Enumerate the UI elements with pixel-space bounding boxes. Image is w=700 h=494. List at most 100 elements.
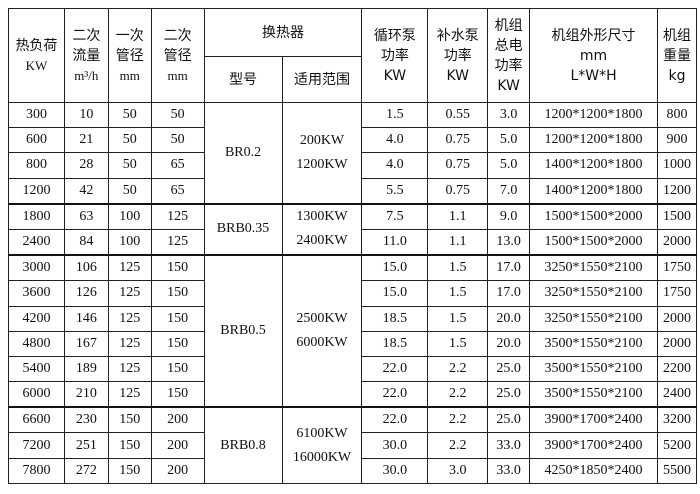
- cell-heat-load: 1800: [8, 202, 65, 230]
- cell-dimensions: 3500*1550*2100: [529, 330, 658, 357]
- cell-secondary-flow: 210: [63, 381, 109, 408]
- cell-total-power: 13.0: [487, 228, 531, 256]
- cell-makeup-pump: 1.1: [427, 228, 489, 256]
- cell-weight: 1500: [656, 202, 698, 230]
- table-row: 4800 167 125 150 18.5 1.5 20.0 3500*1550*2100 20…: [8, 330, 698, 357]
- cell-makeup-pump: 0.75: [427, 127, 489, 154]
- cell-weight: 2000: [656, 228, 698, 256]
- header-makeup-pump: 补水泵 功率 KW: [427, 8, 489, 103]
- cell-dimensions: 3250*1550*2100: [529, 254, 658, 282]
- cell-primary-pipe: 125: [107, 330, 152, 357]
- cell-total-power: 7.0: [487, 177, 531, 205]
- header-circ-pump: 循环泵 功率 KW: [361, 8, 429, 103]
- cell-heat-load: 3600: [8, 280, 65, 307]
- cell-exchanger-range: 200KW 1200KW: [281, 101, 363, 205]
- range-value: 16000KW: [292, 449, 352, 465]
- table-row: 4200 146 125 150 18.5 1.5 20.0 3250*1550*2100 20…: [8, 305, 698, 332]
- cell-heat-load: 6000: [8, 381, 65, 408]
- cell-primary-pipe: 125: [107, 355, 152, 383]
- cell-makeup-pump: 1.5: [427, 254, 489, 282]
- cell-heat-load: 2400: [8, 228, 65, 256]
- cell-secondary-flow: 126: [63, 280, 109, 307]
- header-secondary-pipe: 二次 管径 mm: [150, 8, 205, 103]
- cell-makeup-pump: 1.5: [427, 305, 489, 332]
- cell-heat-load: 300: [8, 101, 65, 129]
- cell-secondary-pipe: 150: [150, 330, 205, 357]
- cell-secondary-pipe: 150: [150, 254, 205, 282]
- cell-primary-pipe: 150: [107, 432, 152, 459]
- cell-weight: 2400: [656, 381, 698, 408]
- cell-circ-pump: 22.0: [361, 406, 429, 434]
- cell-secondary-pipe: 50: [150, 127, 205, 154]
- header-range: 适用范围: [281, 56, 363, 103]
- cell-dimensions: 1200*1200*1800: [529, 127, 658, 154]
- cell-secondary-pipe: 200: [150, 406, 205, 434]
- cell-exchanger-model: BRB0.35: [203, 202, 283, 256]
- cell-secondary-flow: 189: [63, 355, 109, 383]
- cell-exchanger-model: BRB0.8: [203, 406, 283, 484]
- header-primary-pipe: 一次 管径 mm: [107, 8, 152, 103]
- cell-secondary-flow: 106: [63, 254, 109, 282]
- cell-primary-pipe: 100: [107, 202, 152, 230]
- table-row: 600 21 50 50 4.0 0.75 5.0 1200*1200*1800 900: [8, 127, 698, 154]
- cell-circ-pump: 18.5: [361, 305, 429, 332]
- cell-weight: 2000: [656, 305, 698, 332]
- cell-secondary-pipe: 65: [150, 177, 205, 205]
- cell-makeup-pump: 2.2: [427, 381, 489, 408]
- cell-circ-pump: 1.5: [361, 101, 429, 129]
- table-row: 3000 106 125 150 BRB0.5 2500KW 6000KW 15.0 1.5 17…: [8, 254, 698, 408]
- cell-secondary-flow: 167: [63, 330, 109, 357]
- cell-secondary-flow: 21: [63, 127, 109, 154]
- cell-makeup-pump: 2.2: [427, 355, 489, 383]
- cell-secondary-pipe: 150: [150, 280, 205, 307]
- cell-heat-load: 4200: [8, 305, 65, 332]
- cell-secondary-flow: 84: [63, 228, 109, 256]
- cell-primary-pipe: 125: [107, 381, 152, 408]
- cell-heat-load: 3000: [8, 254, 65, 282]
- cell-secondary-pipe: 150: [150, 355, 205, 383]
- cell-secondary-pipe: 150: [150, 305, 205, 332]
- cell-secondary-pipe: 200: [150, 457, 205, 484]
- cell-circ-pump: 30.0: [361, 432, 429, 459]
- table-row: 300 10 50 50 BR0.2 200KW 1200KW 1.5 0.55 3.0 1200*…: [8, 101, 698, 205]
- cell-primary-pipe: 50: [107, 152, 152, 179]
- cell-dimensions: 3250*1550*2100: [529, 305, 658, 332]
- header-secondary-flow: 二次 流量 m³/h: [63, 8, 109, 103]
- header-heat-load: 热负荷 KW: [8, 8, 65, 103]
- cell-exchanger-model: BRB0.5: [203, 254, 283, 408]
- cell-circ-pump: 7.5: [361, 202, 429, 230]
- cell-secondary-flow: 42: [63, 177, 109, 205]
- cell-circ-pump: 18.5: [361, 330, 429, 357]
- cell-makeup-pump: 3.0: [427, 457, 489, 484]
- cell-weight: 3200: [656, 406, 698, 434]
- cell-weight: 1000: [656, 152, 698, 179]
- cell-makeup-pump: 1.5: [427, 280, 489, 307]
- header-weight: 机组 重量 kg: [656, 8, 698, 103]
- cell-heat-load: 5400: [8, 355, 65, 383]
- cell-secondary-flow: 272: [63, 457, 109, 484]
- cell-primary-pipe: 50: [107, 101, 152, 129]
- header-dimensions: 机组外形尺寸 mm L*W*H: [529, 8, 658, 103]
- cell-makeup-pump: 2.2: [427, 406, 489, 434]
- cell-dimensions: 3900*1700*2400: [529, 432, 658, 459]
- cell-total-power: 5.0: [487, 152, 531, 179]
- range-value: 6000KW: [296, 335, 348, 351]
- cell-secondary-flow: 28: [63, 152, 109, 179]
- cell-weight: 2000: [656, 330, 698, 357]
- cell-secondary-flow: 251: [63, 432, 109, 459]
- cell-exchanger-model: BR0.2: [203, 101, 283, 205]
- cell-dimensions: 3500*1550*2100: [529, 355, 658, 383]
- table-row: 7800 272 150 200 30.0 3.0 33.0 4250*1850*2400 55…: [8, 457, 698, 484]
- cell-weight: 900: [656, 127, 698, 154]
- cell-secondary-pipe: 200: [150, 432, 205, 459]
- cell-heat-load: 600: [8, 127, 65, 154]
- cell-secondary-pipe: 125: [150, 202, 205, 230]
- cell-dimensions: 1500*1500*2000: [529, 228, 658, 256]
- table-row: 7200 251 150 200 30.0 2.2 33.0 3900*1700*2400 52…: [8, 432, 698, 459]
- cell-heat-load: 7800: [8, 457, 65, 484]
- cell-makeup-pump: 1.1: [427, 202, 489, 230]
- cell-dimensions: 3250*1550*2100: [529, 280, 658, 307]
- cell-secondary-pipe: 150: [150, 381, 205, 408]
- cell-weight: 1750: [656, 280, 698, 307]
- cell-primary-pipe: 125: [107, 280, 152, 307]
